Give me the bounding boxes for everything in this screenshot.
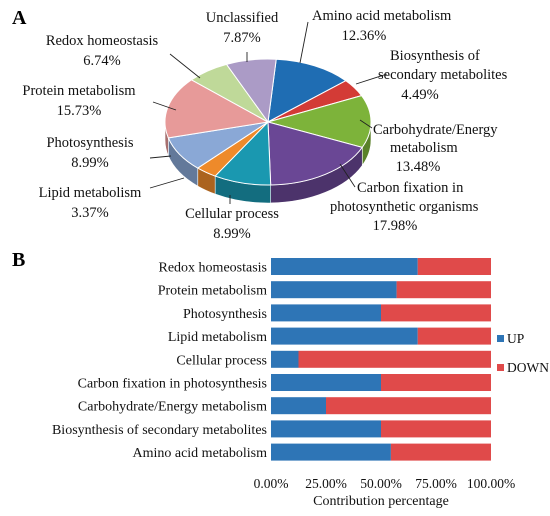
pie-label-protein-metabolism: Protein metabolism [22, 83, 136, 99]
bar-down-lipid-metabolism [417, 327, 491, 345]
pie-label-redox-homeostasis: Redox homeostasis [46, 33, 159, 49]
pie-value-photosynthesis: 8.99% [71, 155, 108, 171]
panel-label-b: B [12, 249, 25, 271]
bar-up-redox-homeostasis [271, 258, 418, 275]
x-tick-label: 50.00% [360, 476, 402, 491]
pie-value-lipid-metabolism: 3.37% [71, 205, 108, 221]
pie-leader-line [149, 177, 185, 189]
pie-label-biosynthesis-of-secondary-metabolites: Biosynthesis of [390, 48, 480, 64]
pie-value-protein-metabolism: 15.73% [57, 103, 102, 119]
panel-label-a: A [12, 7, 27, 29]
category-label: Lipid metabolism [168, 330, 267, 345]
category-label: Biosynthesis of secondary metabolites [52, 423, 267, 438]
x-tick-label: 25.00% [305, 476, 347, 491]
pie-value-amino-acid-metabolism: 12.36% [342, 28, 387, 44]
category-label: Carbohydrate/Energy metabolism [78, 400, 267, 415]
pie-label-cellular-process: Cellular process [185, 206, 279, 222]
bar-down-cellular-process [298, 350, 491, 368]
category-label: Cellular process [176, 353, 267, 368]
bar-up-cellular-process [271, 350, 299, 368]
pie-label-photosynthesis: Photosynthesis [46, 135, 133, 151]
pie-chart: A Amino acid metabolism 12.36%Biosynthesi… [12, 7, 508, 242]
bar-down-redox-homeostasis [417, 258, 491, 275]
pie-value-biosynthesis-of-secondary-metabolites: 4.49% [401, 87, 438, 103]
category-label: Photosynthesis [183, 307, 267, 322]
pie-leader-line [359, 119, 373, 129]
category-label: Redox homeostasis [159, 261, 268, 276]
bar-up-lipid-metabolism [271, 327, 418, 345]
pie-leader-line [299, 21, 309, 64]
pie-label-biosynthesis-of-secondary-metabolites: secondary metabolites [378, 67, 508, 83]
bar-down-carbohydrate-energy-metabolism [326, 397, 491, 415]
x-tick-label: 75.00% [415, 476, 457, 491]
bar-up-protein-metabolism [271, 281, 397, 299]
x-tick-label: 0.00% [254, 476, 289, 491]
bar-down-photosynthesis [381, 304, 491, 322]
pie-label-carbon-fixation-in-photosynthetic-organisms: photosynthetic organisms [330, 199, 479, 215]
bar-down-protein-metabolism [396, 281, 491, 299]
category-label: Protein metabolism [158, 284, 267, 299]
pie-leader-line [339, 163, 356, 188]
legend-label-up: UP [507, 331, 524, 346]
legend-label-down: DOWN [507, 360, 549, 375]
pie-value-unclassified: 7.87% [223, 30, 260, 46]
pie-leader-line [152, 101, 177, 111]
bar-up-photosynthesis [271, 304, 381, 322]
pie-label-carbohydrate-energy-metabolism: metabolism [390, 140, 458, 156]
legend: UP DOWN [497, 331, 549, 375]
pie-label-carbohydrate-energy-metabolism: Carbohydrate/Energy [373, 122, 498, 138]
pie-label-carbon-fixation-in-photosynthetic-organisms: Carbon fixation in [357, 180, 464, 196]
bar-chart: B Redox homeostasis Protein metabolism Pho… [12, 249, 549, 509]
pie-value-carbon-fixation-in-photosynthetic-organisms: 17.98% [373, 218, 418, 234]
pie-slice-carbohydrate-energy-metabolism [266, 95, 372, 148]
x-tick-label: 100.00% [467, 476, 515, 491]
bar-down-biosynthesis-of-secondary-metabolites [381, 420, 491, 438]
pie-leader-line [355, 73, 388, 85]
bar-up-amino-acid-metabolism [271, 443, 391, 461]
pie-slice-amino-acid-metabolism [267, 58, 347, 123]
pie-label-lipid-metabolism: Lipid metabolism [39, 185, 142, 201]
bar-up-carbon-fixation-in-photosynthesis [271, 374, 381, 391]
bar-down-amino-acid-metabolism [390, 443, 491, 461]
pie-slice-unclassified [225, 58, 277, 124]
x-axis-label: Contribution percentage [313, 494, 449, 509]
bar-up-carbohydrate-energy-metabolism [271, 397, 326, 415]
pie-leader-line [169, 53, 201, 79]
pie-leader-line [149, 155, 172, 159]
pie-value-carbohydrate-energy-metabolism: 13.48% [396, 159, 441, 175]
category-label: Amino acid metabolism [132, 446, 267, 461]
pie-value-redox-homeostasis: 6.74% [83, 53, 120, 69]
pie-slice-carbon-fixation-in-photosynthetic-organisms [267, 121, 364, 186]
category-label: Carbon fixation in photosynthesis [78, 377, 267, 392]
pie-label-unclassified: Unclassified [206, 10, 279, 26]
pie-label-amino-acid-metabolism: Amino acid metabolism [312, 8, 452, 24]
bar-up-biosynthesis-of-secondary-metabolites [271, 420, 381, 438]
pie-value-cellular-process: 8.99% [213, 226, 250, 242]
legend-swatch-down [497, 364, 504, 371]
legend-swatch-up [497, 335, 504, 342]
bar-down-carbon-fixation-in-photosynthesis [381, 374, 491, 391]
